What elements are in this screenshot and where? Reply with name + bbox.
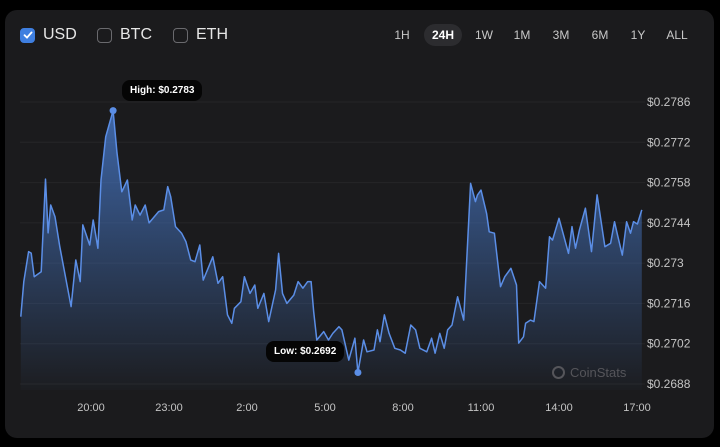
x-tick-label: 2:00 [236,402,257,414]
currency-label: USD [43,26,77,43]
y-tick-label: $0.2772 [647,135,691,149]
coinstats-watermark: CoinStats [552,365,626,380]
low-marker [354,368,362,376]
y-tick-label: $0.2758 [647,176,691,190]
x-tick-label: 20:00 [77,402,105,414]
checkbox-unchecked-icon [97,27,112,43]
price-line [20,109,643,374]
x-tick-label: 14:00 [545,402,573,414]
currency-label: BTC [120,26,152,43]
range-1h[interactable]: 1H [394,28,410,42]
y-tick-label: $0.2744 [647,216,691,230]
currency-usd-checkbox[interactable]: USD [20,26,77,44]
range-3m[interactable]: 3M [552,28,570,42]
range-1m[interactable]: 1M [513,28,531,42]
range-6m[interactable]: 6M [591,28,609,42]
currency-eth-checkbox[interactable]: ETH [173,26,228,44]
checkbox-checked-icon [20,27,35,43]
x-tick-label: 23:00 [155,402,183,414]
price-area [20,110,642,390]
coinstats-logo-icon [552,366,565,379]
x-tick-label: 8:00 [392,402,413,414]
watermark-text: CoinStats [570,365,627,380]
range-all[interactable]: ALL [666,28,688,42]
y-tick-label: $0.2702 [647,337,691,351]
y-tick-label: $0.2688 [647,377,691,391]
x-tick-label: 11:00 [468,402,495,414]
y-tick-label: $0.2786 [647,95,691,109]
y-tick-label: $0.273 [647,256,684,270]
high-marker [109,107,117,115]
x-tick-label: 5:00 [314,402,335,414]
currency-btc-checkbox[interactable]: BTC [97,26,152,44]
currency-label: ETH [196,26,228,43]
high-tooltip: High: $0.2783 [122,80,203,101]
y-tick-label: $0.2716 [647,296,691,310]
range-1y[interactable]: 1Y [630,28,646,42]
x-tick-label: 17:00 [623,402,651,414]
range-24h[interactable]: 24H [423,24,463,46]
range-1w[interactable]: 1W [475,28,493,42]
checkbox-unchecked-icon [173,27,188,43]
low-tooltip: Low: $0.2692 [266,341,345,362]
